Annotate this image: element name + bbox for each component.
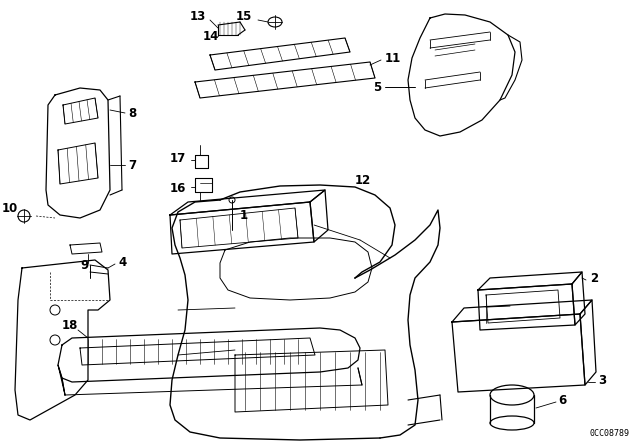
Text: 1: 1 <box>240 208 248 221</box>
Text: 4: 4 <box>118 255 126 268</box>
Text: 2: 2 <box>590 271 598 284</box>
Text: 16: 16 <box>170 181 186 194</box>
Text: 11: 11 <box>385 52 401 65</box>
Text: 5: 5 <box>373 81 381 94</box>
Text: 12: 12 <box>355 173 371 186</box>
Text: 18: 18 <box>62 319 78 332</box>
Text: 13: 13 <box>190 9 206 22</box>
Text: 14: 14 <box>203 30 220 43</box>
Text: 7: 7 <box>128 159 136 172</box>
Text: 8: 8 <box>128 107 136 120</box>
Text: 17: 17 <box>170 151 186 164</box>
Text: 3: 3 <box>598 374 606 387</box>
Text: 10: 10 <box>2 202 19 215</box>
Text: 0CC08789: 0CC08789 <box>590 429 630 438</box>
Text: 15: 15 <box>236 9 252 22</box>
Text: 6: 6 <box>558 393 566 406</box>
Text: 9: 9 <box>80 258 88 271</box>
